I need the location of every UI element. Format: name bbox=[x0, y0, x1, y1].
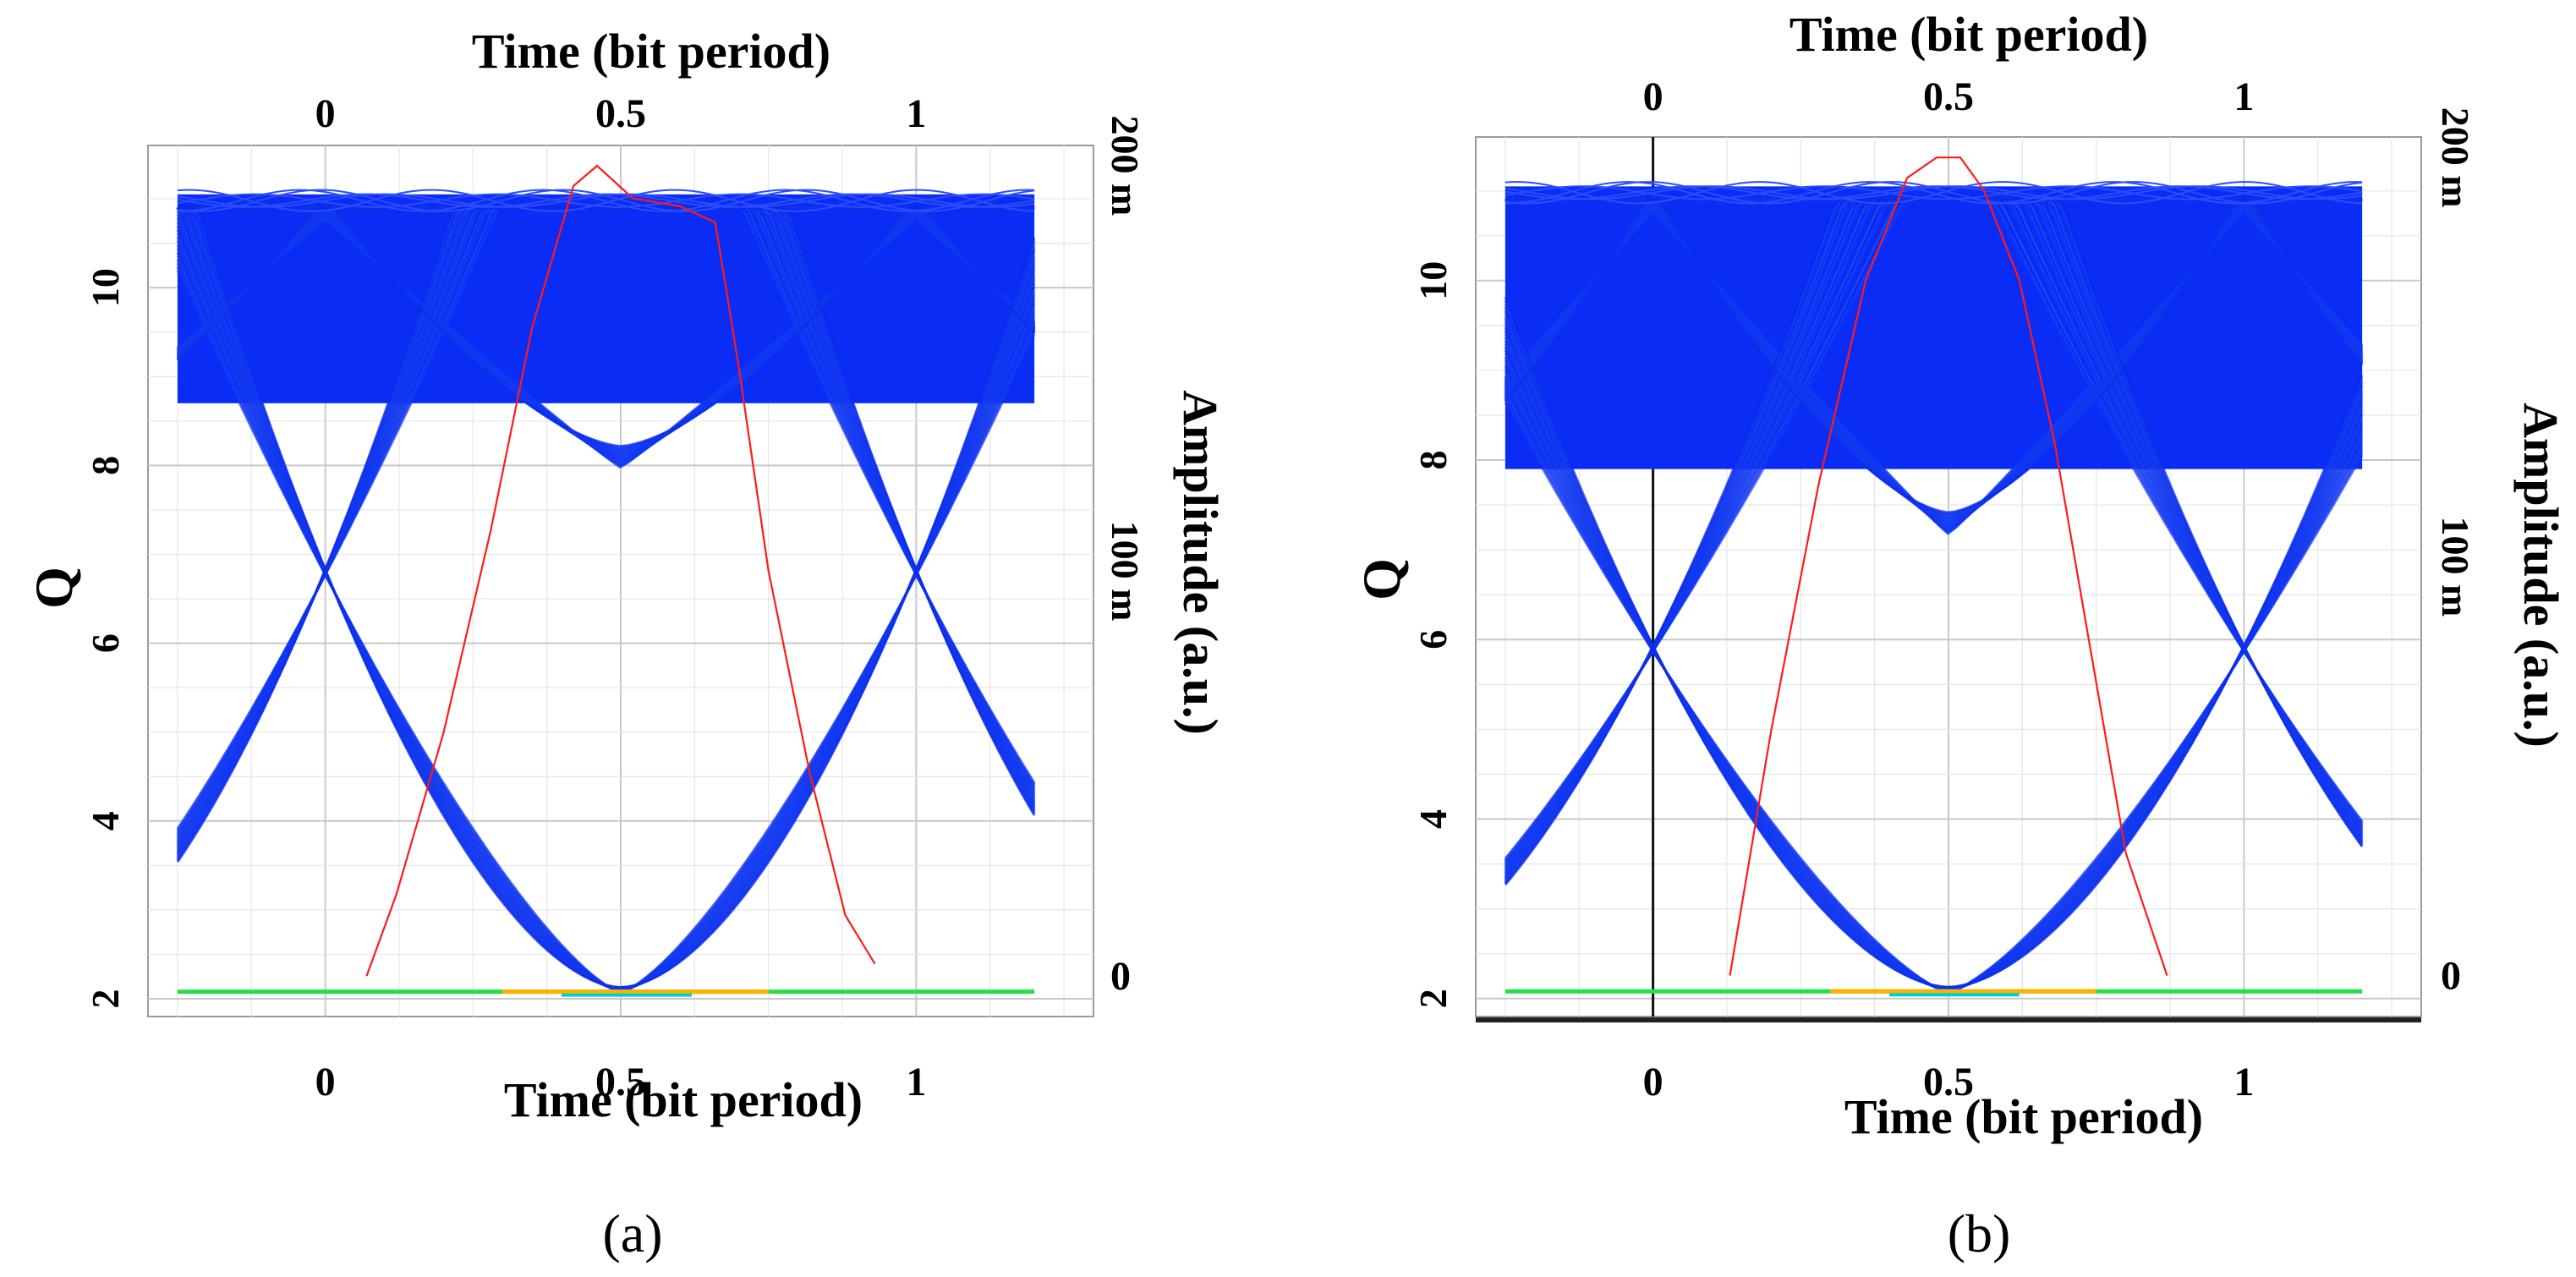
x-tick-label-top: 1 bbox=[906, 91, 926, 136]
tick-labels-b: 0 0 0.5 0.5 1 1 2 4 6 8 10 0 100 m 200 m bbox=[1411, 74, 2477, 1104]
q-tick-label: 8 bbox=[1411, 451, 1455, 470]
x-tick-label-bottom: 1 bbox=[2233, 1060, 2254, 1104]
eye-trace-top-outlier bbox=[1504, 181, 2363, 205]
eye-trace-bowl bbox=[1504, 296, 2364, 989]
x-tick-label-bottom: 0.5 bbox=[595, 1060, 646, 1104]
q-tick-label: 10 bbox=[84, 268, 127, 307]
eye-trace-top-outlier bbox=[1504, 181, 2363, 205]
y-axis-label-right-b: Amplitude (a.u.) bbox=[2513, 403, 2568, 748]
q-tick-label: 4 bbox=[84, 811, 127, 830]
q-factor-curve-a bbox=[365, 164, 876, 977]
eye-trace-top-outlier bbox=[177, 189, 1035, 212]
q-tick-label: 2 bbox=[84, 989, 127, 1008]
q-tick-label: 6 bbox=[1411, 630, 1455, 649]
eye-trace-top-outlier bbox=[177, 193, 1035, 208]
panel-label-b: (b) bbox=[1948, 1203, 2011, 1263]
tick-labels-a: 0 0 0.5 0.5 1 1 2 4 6 8 10 0 100 m 200 m bbox=[84, 91, 1147, 1104]
amplitude-tick-label: 200 m bbox=[1104, 116, 1147, 216]
eye-trace-top-outlier bbox=[177, 189, 1035, 212]
amplitude-tick-label: 100 m bbox=[1104, 521, 1147, 622]
q-factor-curve-b bbox=[1729, 156, 2168, 976]
q-tick-label: 8 bbox=[84, 456, 127, 475]
x-tick-label-bottom: 1 bbox=[906, 1060, 926, 1104]
x-tick-label-top: 0 bbox=[1643, 74, 1663, 119]
amplitude-tick-label: 200 m bbox=[2434, 107, 2477, 208]
y-axis-label-left-b: Q bbox=[1351, 558, 1411, 600]
q-tick-label: 4 bbox=[1411, 809, 1455, 829]
y-axis-label-left-a: Q bbox=[24, 567, 84, 609]
x-tick-label-bottom: 0.5 bbox=[1923, 1060, 1974, 1104]
eye-traces-a bbox=[176, 189, 1036, 997]
eye-trace-top-outlier bbox=[177, 193, 1035, 208]
eye-trace-bowl bbox=[177, 206, 1036, 989]
y-axis-label-right-a: Amplitude (a.u.) bbox=[1173, 390, 1228, 735]
panel-a: 0 0 0.5 0.5 1 1 2 4 6 8 10 0 100 m 200 m Time (bit pe… bbox=[24, 24, 1228, 1263]
eye-traces-b bbox=[1504, 181, 2364, 997]
x-tick-label-top: 1 bbox=[2233, 74, 2254, 119]
q-tick-label: 2 bbox=[1411, 989, 1455, 1008]
x-axis-label-top-b: Time (bit period) bbox=[1789, 7, 2148, 62]
eye-trace-top-outlier bbox=[1504, 181, 2363, 205]
amplitude-tick-label: 100 m bbox=[2434, 516, 2477, 617]
x-tick-label-top: 0.5 bbox=[1923, 74, 1974, 119]
amplitude-tick-label: 0 bbox=[2441, 954, 2461, 999]
x-tick-label-bottom: 0 bbox=[315, 1060, 336, 1104]
eye-trace-top-outlier bbox=[1504, 185, 2363, 200]
q-tick-label: 10 bbox=[1411, 261, 1455, 300]
x-axis-label-bottom-b: Time (bit period) bbox=[1844, 1089, 2203, 1144]
q-tick-label: 6 bbox=[84, 633, 127, 653]
eye-trace-top-outlier bbox=[177, 189, 1035, 212]
x-axis-label-top-a: Time (bit period) bbox=[472, 24, 830, 79]
eye-trace-top-outlier bbox=[1504, 185, 2363, 200]
amplitude-tick-label: 0 bbox=[1110, 954, 1131, 999]
x-tick-label-top: 0 bbox=[315, 91, 336, 136]
x-tick-label-bottom: 0 bbox=[1643, 1060, 1663, 1104]
x-tick-label-top: 0.5 bbox=[595, 91, 646, 136]
panel-label-a: (a) bbox=[602, 1203, 662, 1263]
panel-b: 0 0 0.5 0.5 1 1 2 4 6 8 10 0 100 m 200 m Time (bit pe… bbox=[1351, 7, 2568, 1263]
x-axis-label-bottom-a: Time (bit period) bbox=[504, 1072, 863, 1127]
